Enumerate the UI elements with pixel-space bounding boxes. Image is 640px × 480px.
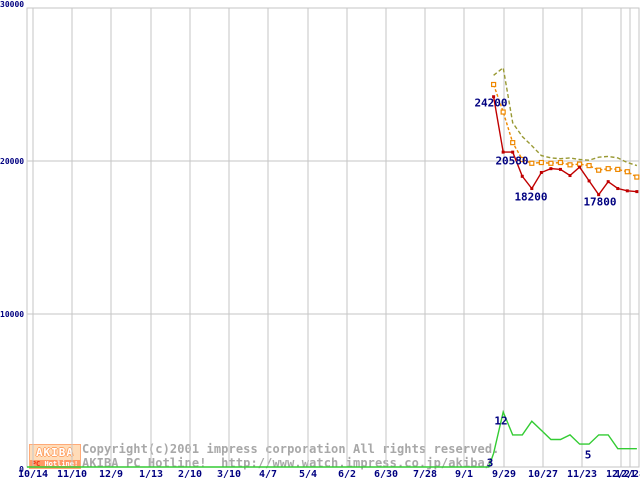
- akiba-logo-hotline-text: Hotline!: [40, 460, 79, 468]
- series-shop-count: [27, 409, 637, 468]
- marker-lowest-price: [492, 95, 496, 99]
- akiba-logo-pc-text: PC: [31, 460, 41, 468]
- series-lowest-price: [492, 96, 637, 196]
- marker-average-price: [557, 159, 564, 166]
- marker-average-price: [510, 140, 516, 146]
- marker-lowest-price: [501, 150, 505, 154]
- marker-average-price: [576, 161, 583, 167]
- marker-lowest-price: [597, 193, 601, 197]
- marker-lowest-price: [568, 174, 572, 178]
- akiba-logo-wordmark: AKIBA: [35, 446, 75, 459]
- marker-average-price: [596, 167, 602, 173]
- marker-lowest-price: [549, 167, 553, 171]
- marker-lowest-price: [635, 190, 639, 194]
- marker-lowest-price: [520, 174, 524, 178]
- marker-average-price: [634, 174, 640, 180]
- series-average-price: [492, 84, 638, 178]
- marker-average-price: [548, 160, 554, 166]
- marker-average-price: [500, 109, 506, 115]
- marker-average-price: [529, 160, 535, 166]
- marker-lowest-price: [587, 179, 591, 183]
- marker-lowest-price: [606, 180, 610, 184]
- marker-lowest-price: [616, 187, 620, 191]
- marker-lowest-price: [558, 167, 562, 171]
- copyright-line-1: Copyright(c)2001 impress corporation All…: [82, 442, 500, 456]
- plot-border: [26, 7, 640, 468]
- marker-average-price: [586, 162, 592, 169]
- marker-lowest-price: [578, 165, 582, 169]
- marker-average-price: [567, 162, 573, 168]
- marker-lowest-price: [625, 189, 629, 193]
- marker-average-price: [491, 81, 497, 88]
- marker-lowest-price: [530, 187, 534, 191]
- marker-average-price: [605, 166, 611, 172]
- marker-average-price: [624, 169, 630, 175]
- marker-lowest-price: [511, 150, 515, 154]
- series-highest-price: [493, 66, 638, 167]
- marker-average-price: [538, 159, 544, 166]
- marker-average-price: [519, 156, 525, 163]
- akiba-logo-subtitle: PC Hotline!: [30, 460, 80, 468]
- marker-lowest-price: [539, 170, 543, 174]
- marker-average-price: [615, 166, 621, 173]
